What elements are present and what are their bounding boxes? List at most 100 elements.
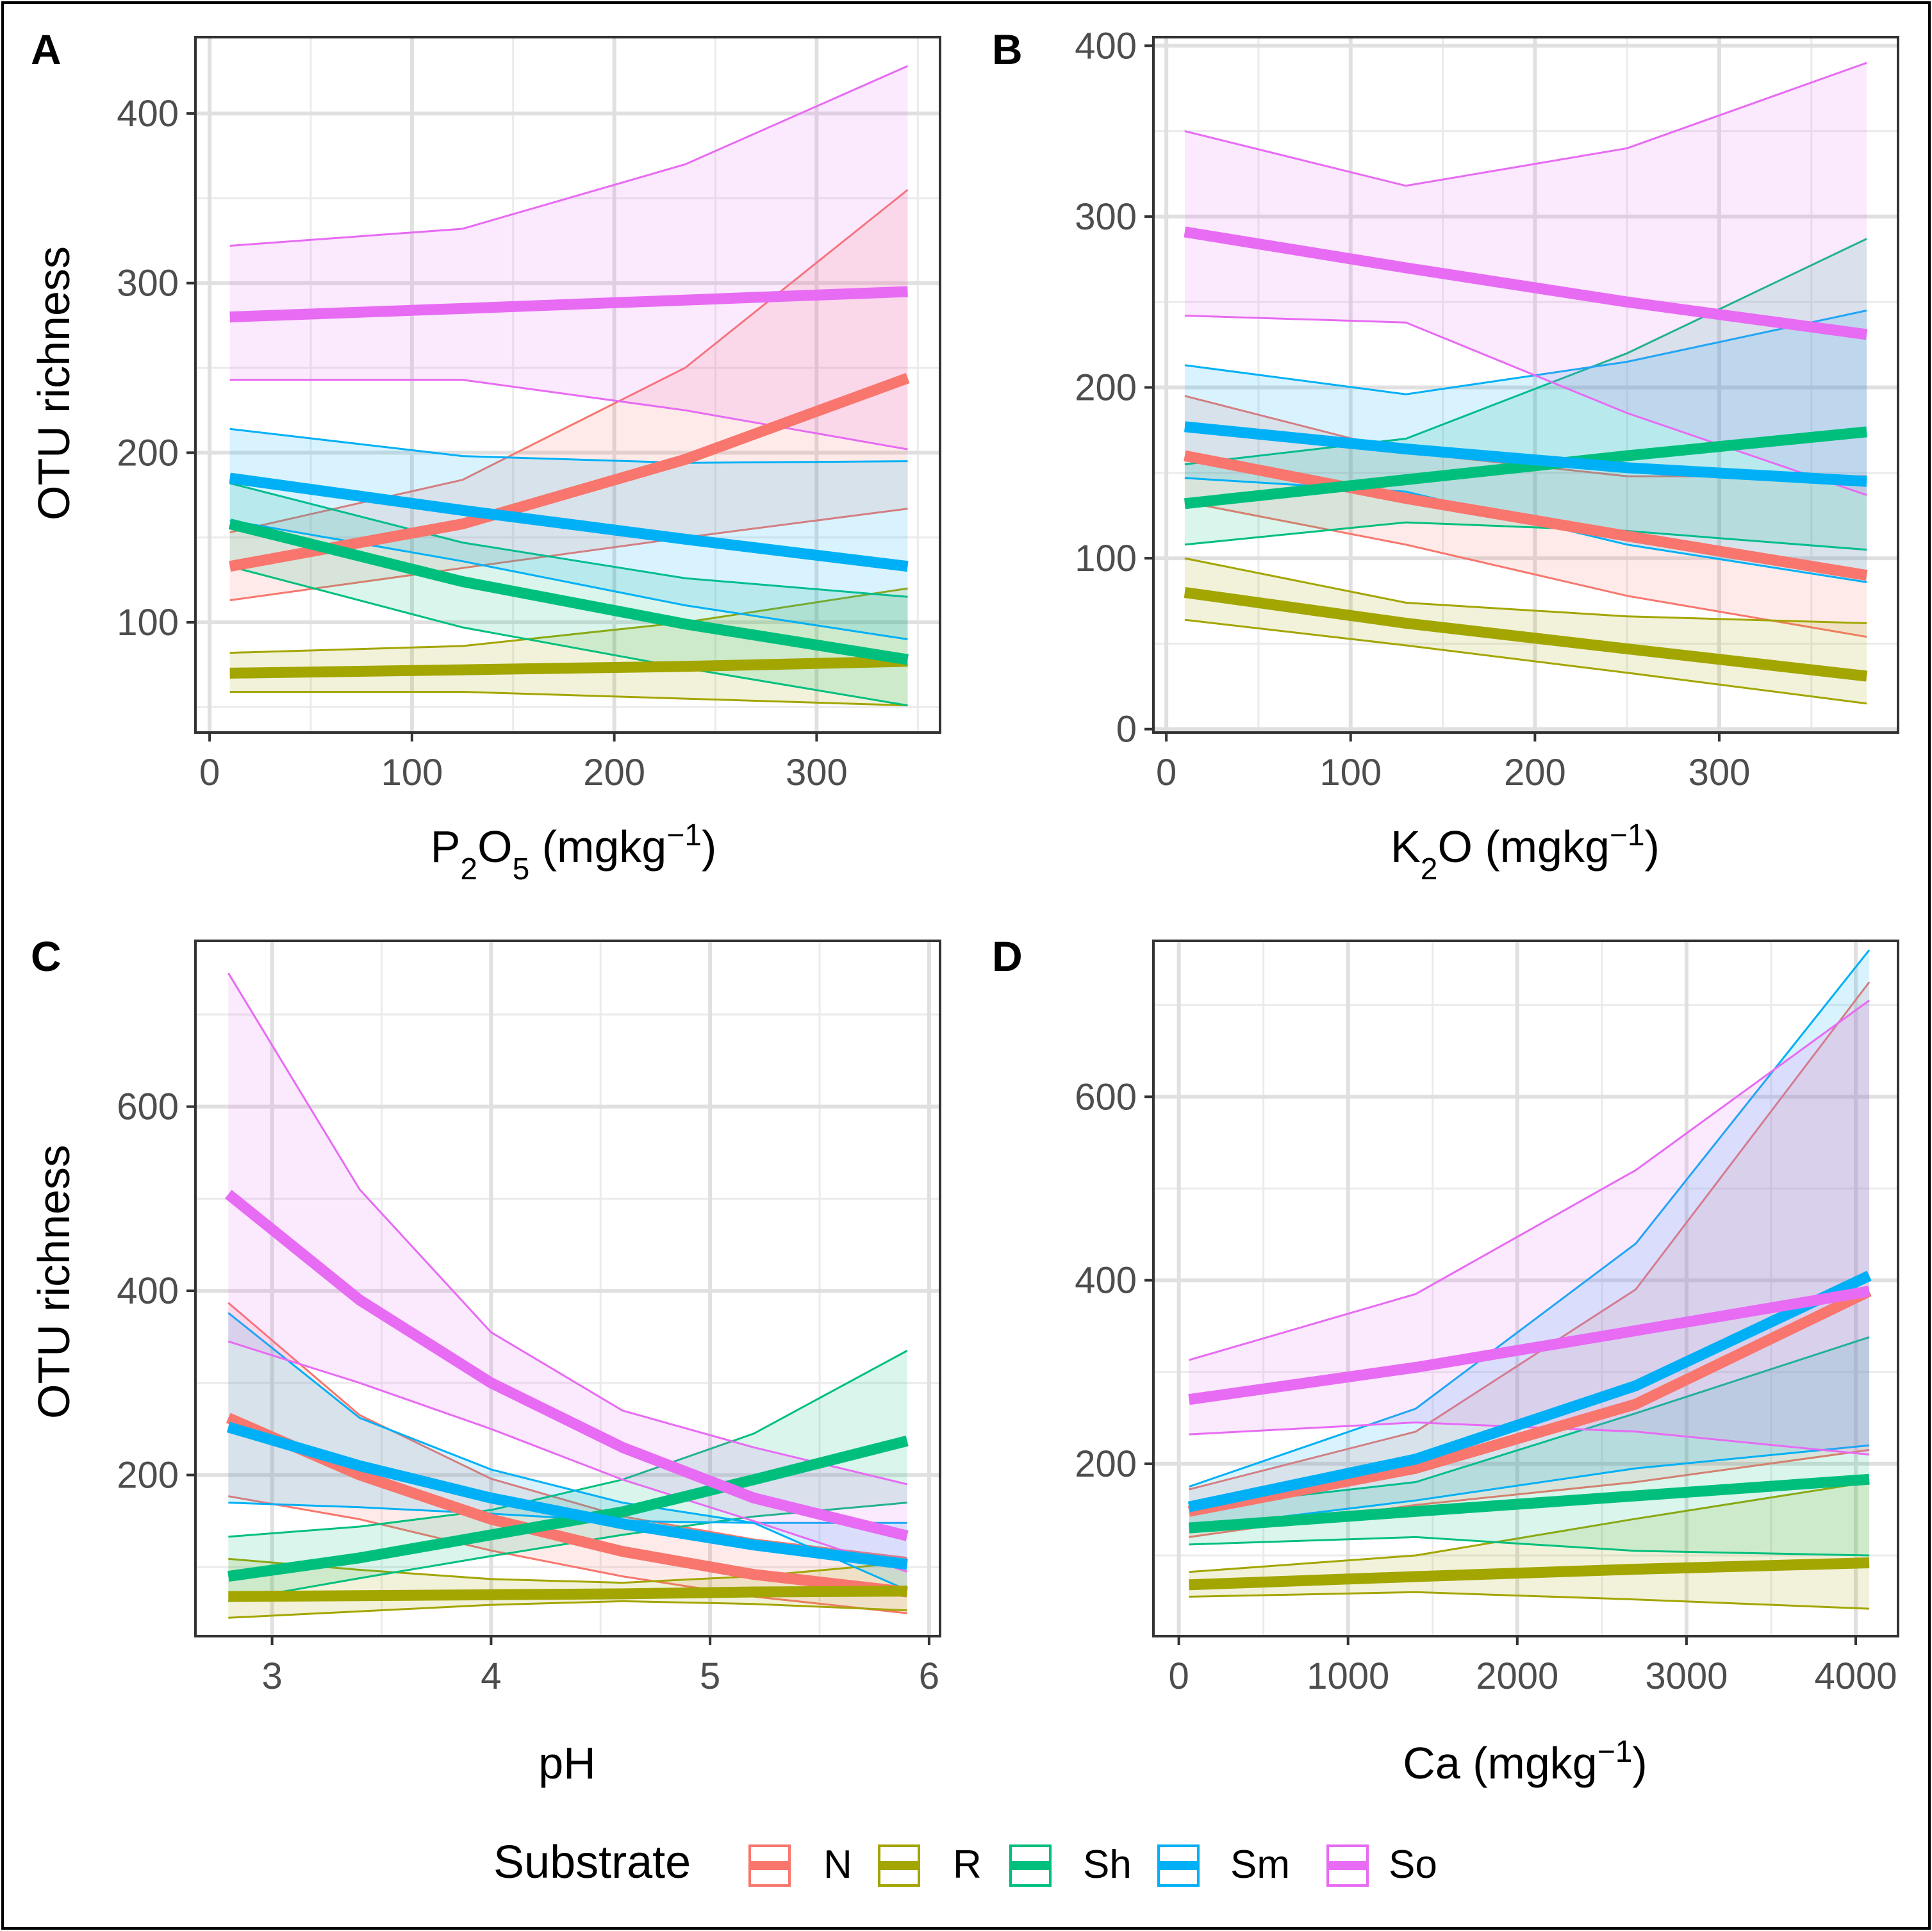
panel-b-tag: B [992,26,1023,73]
panel-b-fit-so [1184,226,1868,340]
x-tick-label: 0 [199,752,220,793]
y-tick-label: 400 [117,1270,179,1312]
panel-a-lower-r [229,691,908,707]
y-tick-label: 0 [1116,709,1137,750]
x-tick-label: 3000 [1645,1655,1728,1697]
panel-b-fit-r [1184,586,1868,682]
y-tick-label: 100 [117,602,179,643]
legend-label-so: So [1389,1843,1437,1887]
panel-c-xlabel: pH [538,1738,595,1788]
panel-d-upper-n [1189,981,1870,1491]
panel-d-ribbon-sh [1189,1337,1870,1555]
panel-b-ribbon-r [1184,558,1867,704]
panel-d-xlabel: Ca (mgkg−1) [1403,1735,1647,1789]
panel-a-ribbon-sm [229,429,908,640]
panel-d-lower-sm [1189,1444,1870,1529]
panel-d-tag: D [992,932,1023,980]
panel-c-fit-sm [226,1421,908,1570]
panel-b-upper-r [1184,557,1867,624]
y-tick-label: 300 [117,263,179,304]
legend-label-n: N [823,1843,852,1887]
panel-d: D Ca (mgkg−1) 0 1000 2000 3000 4000 200 400 600 [992,932,1899,1789]
panel-b-fit-n [1184,450,1868,581]
y-tick-label: 600 [1075,1076,1137,1118]
panel-a-lower-sh [229,565,908,707]
panel-d-fit-n [1187,1286,1872,1517]
panel-d-upper-r [1189,1481,1870,1573]
panel-a-border [194,36,941,734]
y-tick-label: 400 [1075,1260,1137,1302]
panel-b-upper-so [1184,62,1867,187]
panel-c-lower-sm [228,1502,907,1524]
panel-d-ribbon-sm [1189,950,1870,1529]
panel-b-lower-so [1184,315,1867,496]
panel-c-lower-r [228,1600,907,1619]
panel-d-fit-r [1189,1557,1870,1591]
x-tick-label: 200 [583,752,645,793]
panel-b-ribbon-sm [1184,310,1867,583]
panel-c: C OTU richness pH 3 4 5 6 200 400 600 [29,932,941,1788]
panel-c-fit-sh [227,1436,909,1582]
panel-b-plot-area [1153,37,1898,733]
panel-a-fit-n [229,372,910,572]
x-tick-label: 100 [381,752,443,793]
panel-d-upper-so [1189,999,1870,1361]
panel-c-upper-so [227,972,908,1486]
legend: Substrate N R Sh Sm So [493,1837,1437,1888]
legend-item-so: So [1326,1843,1437,1887]
x-tick-label: 300 [786,752,848,793]
panel-d-fit-sh [1188,1473,1870,1534]
panel-d-border [1152,940,1899,1637]
panel-d-ribbon-so [1189,1000,1870,1455]
x-tick-label: 200 [1504,752,1566,793]
panel-b-fit-sh [1184,426,1867,510]
panel-c-fit-r [228,1586,907,1602]
x-tick-label: 4 [481,1655,501,1697]
legend-item-n: N [748,1843,852,1887]
panel-b-upper-sh [1184,238,1867,465]
y-tick-label: 600 [117,1086,179,1128]
panel-a-fit-r [229,656,908,679]
panel-a-lower-n [229,508,908,602]
panel-a-xlabel: P2O5 (mgkg−1) [431,818,717,886]
panel-c-upper-sm [227,1312,908,1591]
panel-d-lower-sh [1189,1536,1870,1557]
panel-b-lower-n [1184,501,1867,638]
x-tick-label: 3 [261,1655,282,1697]
panel-c-ribbon-sh [228,1350,907,1602]
legend-label-sh: Sh [1083,1843,1132,1887]
legend-label-r: R [953,1843,982,1887]
panel-c-lower-n [228,1495,907,1614]
legend-item-r: R [878,1843,982,1887]
panel-c-upper-n [227,1302,907,1559]
panel-a-upper-so [229,65,909,247]
panel-d-fit-so [1188,1286,1870,1405]
x-tick-label: 0 [1156,752,1177,793]
y-tick-label: 200 [117,432,179,474]
panel-b-upper-sm [1184,310,1867,395]
y-tick-label: 400 [117,93,179,135]
panel-a-upper-n [229,189,909,534]
panel-b-border [1152,36,1899,734]
panel-c-ylabel: OTU richness [29,1145,79,1419]
panel-a-upper-r [229,587,908,654]
x-tick-label: 4000 [1814,1655,1897,1697]
legend-item-sh: Sh [1009,1843,1132,1887]
panel-a-fit-sm [229,472,909,572]
panel-d-fit-sm [1187,1270,1872,1512]
panel-c-fit-n [226,1413,908,1598]
y-tick-label: 200 [1075,1443,1137,1485]
x-tick-label: 5 [700,1655,720,1697]
panel-d-lower-r [1189,1591,1870,1610]
panel-c-upper-sh [228,1350,908,1538]
y-tick-label: 300 [1075,196,1137,238]
panel-c-fit-so [224,1189,909,1541]
panel-b-ribbon-so [1184,63,1867,495]
legend-title: Substrate [493,1837,691,1888]
panel-a-upper-sh [229,482,908,598]
panel-c-lower-so [227,1340,908,1573]
panel-d-ribbon-n [1189,982,1870,1537]
x-tick-label: 100 [1319,752,1382,793]
panel-b-lower-r [1184,618,1867,705]
